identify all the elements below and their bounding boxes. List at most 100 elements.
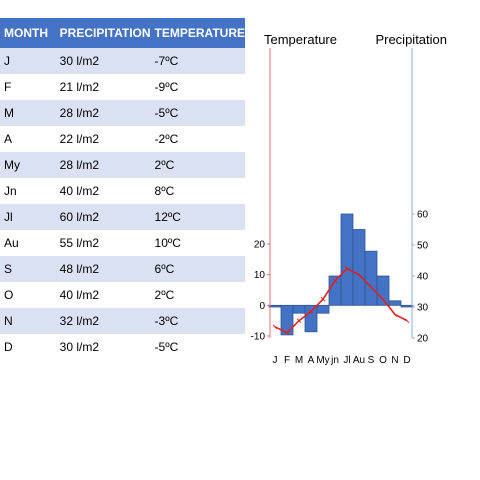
table-body: J 30 l/m2 -7ºC F 21 l/m2 -9ºC M 28 l/m2 -5ºC A 22 … [0, 48, 245, 360]
table-row: Jl 60 l/m2 12ºC [0, 204, 245, 230]
cell-precipitation: 32 l/m2 [55, 308, 151, 334]
temperature-line [274, 267, 408, 334]
cell-precipitation: 21 l/m2 [55, 74, 151, 100]
category-label-3: A [308, 355, 315, 366]
cell-precipitation: 28 l/m2 [55, 152, 151, 178]
table-row: M 28 l/m2 -5ºC [0, 100, 245, 126]
left-tick-label-0: -10 [251, 332, 266, 343]
cell-temperature: -5ºC [150, 334, 245, 360]
cell-precipitation: 40 l/m2 [55, 282, 151, 308]
precip-bar-11 [400, 304, 414, 308]
cell-temperature: -9ºC [150, 74, 245, 100]
category-label-4: My [316, 355, 329, 366]
cell-temperature: 10ºC [150, 230, 245, 256]
temperature-point-7 [356, 272, 362, 278]
temperature-point-9 [380, 296, 386, 302]
cell-month: Jn [0, 178, 56, 204]
cell-precipitation: 60 l/m2 [55, 204, 151, 230]
table-row: A 22 l/m2 -2ºC [0, 126, 245, 152]
left-tick-label-2: 10 [254, 270, 266, 281]
temperature-point-2 [296, 318, 302, 324]
temperature-point-8 [368, 284, 374, 290]
table-row: F 21 l/m2 -9ºC [0, 74, 245, 100]
category-label-7: Au [353, 355, 365, 366]
cell-month: Au [0, 230, 56, 256]
cell-precipitation: 28 l/m2 [55, 100, 151, 126]
category-label-8: S [368, 355, 375, 366]
precip-bar-3 [304, 304, 318, 333]
category-label-1: F [284, 355, 290, 366]
climate-table: MONTH PRECIPITATION TEMPERATURE J 30 l/m2… [0, 18, 245, 360]
temperature-point-0 [272, 324, 278, 330]
cell-precipitation: 30 l/m2 [55, 334, 151, 360]
precip-bar-1 [280, 304, 294, 336]
cell-month: S [0, 256, 56, 282]
right-tick-label-1: 30 [417, 303, 429, 314]
header-month: MONTH [0, 18, 56, 48]
table-row: J 30 l/m2 -7ºC [0, 48, 245, 74]
right-tick-label-4: 60 [417, 210, 429, 221]
category-label-10: N [391, 355, 398, 366]
temperature-point-4 [320, 296, 326, 302]
cell-month: A [0, 126, 56, 152]
climate-chart: Temperature Precipitation -10 0 10 20 20 30 40… [251, 32, 447, 367]
temperature-point-1 [284, 330, 290, 336]
header-precipitation: PRECIPITATION [55, 18, 151, 48]
category-label-2: M [295, 355, 303, 366]
table-header-row: MONTH PRECIPITATION TEMPERATURE [0, 18, 245, 48]
cell-precipitation: 30 l/m2 [55, 48, 151, 74]
temperature-point-6 [344, 266, 350, 271]
cell-month: M [0, 100, 56, 126]
table-row: D 30 l/m2 -5ºC [0, 334, 245, 360]
category-label-11: D [403, 355, 410, 366]
category-label-5: jn [330, 355, 339, 366]
cell-month: D [0, 334, 56, 360]
header-temperature: TEMPERATURE [150, 18, 245, 48]
category-label-0: J [273, 355, 278, 366]
cell-temperature: -2ºC [150, 126, 245, 152]
precip-bar-8 [364, 250, 378, 306]
right-tick-label-2: 40 [417, 272, 429, 283]
cell-temperature: -5ºC [150, 100, 245, 126]
category-label-6: Jl [343, 355, 350, 366]
cell-precipitation: 55 l/m2 [55, 230, 151, 256]
cell-precipitation: 40 l/m2 [55, 178, 151, 204]
cell-temperature: 2ºC [150, 282, 245, 308]
right-tick-label-3: 50 [417, 241, 429, 252]
cell-month: N [0, 308, 56, 334]
precip-bar-4 [316, 304, 330, 314]
table-row: Jn 40 l/m2 8ºC [0, 178, 245, 204]
precip-bar-6 [340, 213, 354, 306]
axes-layer [267, 48, 415, 339]
cell-month: Jl [0, 204, 56, 230]
cell-temperature: 8ºC [150, 178, 245, 204]
table-row: O 40 l/m2 2ºC [0, 282, 245, 308]
cell-temperature: -3ºC [150, 308, 245, 334]
precip-bar-2 [292, 304, 306, 314]
cell-precipitation: 48 l/m2 [55, 256, 151, 282]
labels-layer: -10 0 10 20 20 30 40 50 60 J F M A My jn Jl Au S O N D [251, 210, 429, 367]
precip-bar-10 [388, 300, 402, 306]
cell-temperature: 12ºC [150, 204, 245, 230]
right-axis-label: Precipitation [375, 32, 447, 47]
table-row: My 28 l/m2 2ºC [0, 152, 245, 178]
cell-month: O [0, 282, 56, 308]
precip-bar-9 [376, 275, 390, 306]
cell-temperature: 2ºC [150, 152, 245, 178]
cell-precipitation: 22 l/m2 [55, 126, 151, 152]
cell-month: My [0, 152, 56, 178]
precip-bar-0 [268, 304, 282, 308]
cell-month: J [0, 48, 56, 74]
line-layer [272, 266, 410, 336]
cell-temperature: -7ºC [150, 48, 245, 74]
bars-layer [268, 213, 414, 336]
precip-bar-7 [352, 229, 366, 306]
left-tick-label-1: 0 [259, 301, 265, 312]
temperature-point-10 [392, 312, 398, 317]
right-tick-label-0: 20 [417, 334, 429, 345]
table-row: Au 55 l/m2 10ºC [0, 230, 245, 256]
table-row: S 48 l/m2 6ºC [0, 256, 245, 282]
table-row: N 32 l/m2 -3ºC [0, 308, 245, 334]
left-axis-label: Temperature [264, 32, 337, 47]
cell-month: F [0, 74, 56, 100]
